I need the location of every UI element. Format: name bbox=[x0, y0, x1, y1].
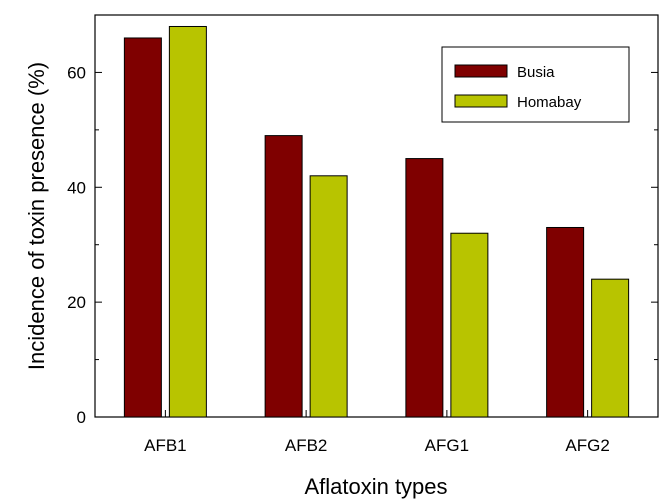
y-tick-label: 60 bbox=[67, 63, 86, 82]
y-tick-label: 20 bbox=[67, 293, 86, 312]
legend-box bbox=[441, 46, 630, 123]
bar-busia-afb2 bbox=[264, 135, 303, 418]
bar-homabay-afb1 bbox=[168, 25, 207, 418]
x-axis-ticks: AFB1 AFB2 AFG1 AFG2 bbox=[144, 410, 610, 455]
x-tick-label: AFB2 bbox=[285, 436, 328, 455]
legend-label-busia: Busia bbox=[517, 64, 555, 81]
x-tick-label: AFB1 bbox=[144, 436, 187, 455]
bar-busia-afg1 bbox=[405, 158, 444, 418]
y-axis-ticks: 0 20 40 60 bbox=[67, 63, 658, 427]
y-tick-label: 40 bbox=[67, 178, 86, 197]
legend-swatch-busia bbox=[454, 64, 508, 78]
legend-label-homabay: Homabay bbox=[517, 94, 582, 111]
bar-homabay-afg1 bbox=[450, 232, 489, 418]
y-minor-ticks bbox=[95, 129, 658, 361]
bar-homabay-afg2 bbox=[591, 278, 630, 418]
x-axis-title: Aflatoxin types bbox=[304, 474, 447, 499]
y-tick-label: 0 bbox=[77, 408, 86, 427]
x-tick-label: AFG2 bbox=[565, 436, 609, 455]
y-axis-title: Incidence of toxin presence (%) bbox=[24, 62, 49, 370]
bar-busia-afb1 bbox=[123, 37, 162, 418]
bar-busia-afg2 bbox=[546, 226, 585, 418]
x-tick-label: AFG1 bbox=[425, 436, 469, 455]
bar-homabay-afb2 bbox=[309, 175, 348, 418]
plot-frame bbox=[94, 14, 659, 418]
bars bbox=[123, 25, 630, 418]
legend: Busia Homabay bbox=[441, 46, 630, 123]
legend-swatch-homabay bbox=[454, 94, 508, 108]
